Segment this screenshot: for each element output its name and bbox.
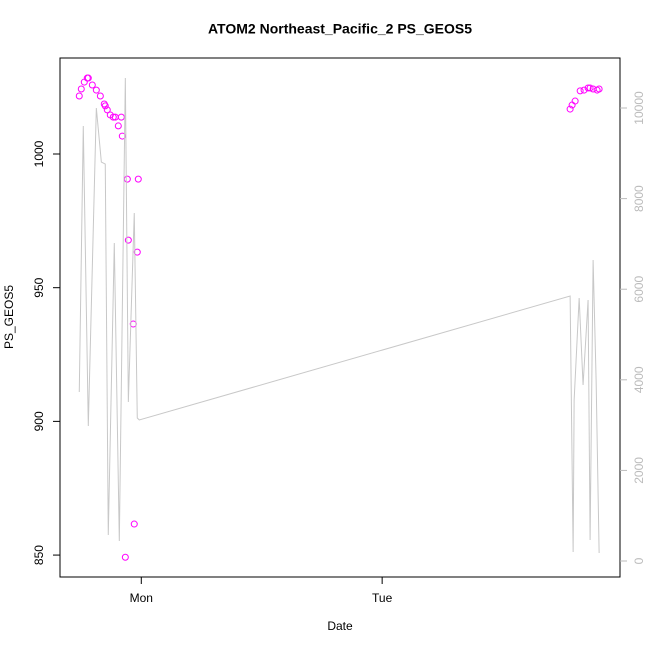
point <box>134 175 142 183</box>
point <box>88 81 96 89</box>
y-tick-label: 950 <box>32 277 46 297</box>
y2-tick-label: 2000 <box>632 457 646 484</box>
point <box>77 85 85 93</box>
point <box>117 113 125 121</box>
x-tick-label: Tue <box>372 591 393 605</box>
point <box>576 87 584 95</box>
point <box>121 553 129 561</box>
point <box>580 86 588 94</box>
y2-tick-label: 0 <box>632 557 646 564</box>
point <box>130 520 138 528</box>
point <box>75 92 83 100</box>
y2-tick-label: 8000 <box>632 185 646 212</box>
point <box>586 84 594 92</box>
point <box>584 84 592 92</box>
point <box>92 86 100 94</box>
y2-tick-label: 10000 <box>632 91 646 125</box>
y-tick-label: 900 <box>32 411 46 431</box>
y-tick-label: 1000 <box>32 140 46 167</box>
y2-tick-label: 6000 <box>632 276 646 303</box>
point <box>84 74 92 82</box>
point <box>109 113 117 121</box>
plot-frame <box>59 57 621 578</box>
point <box>118 132 126 140</box>
point <box>595 85 603 93</box>
point <box>114 122 122 130</box>
point <box>124 236 132 244</box>
x-tick-label: Mon <box>130 591 153 605</box>
y-axis-label: PS_GEOS5 <box>2 285 16 349</box>
x-axis-label: Date <box>327 619 353 633</box>
y2-tick-label: 4000 <box>632 366 646 393</box>
point <box>566 105 574 113</box>
y-tick-label: 850 <box>32 545 46 565</box>
line <box>78 78 600 553</box>
point <box>133 248 141 256</box>
point <box>103 106 111 114</box>
point <box>101 102 109 110</box>
chart-title: ATOM2 Northeast_Pacific_2 PS_GEOS5 <box>208 21 472 37</box>
point <box>123 175 131 183</box>
point <box>571 97 579 105</box>
point <box>96 92 104 100</box>
